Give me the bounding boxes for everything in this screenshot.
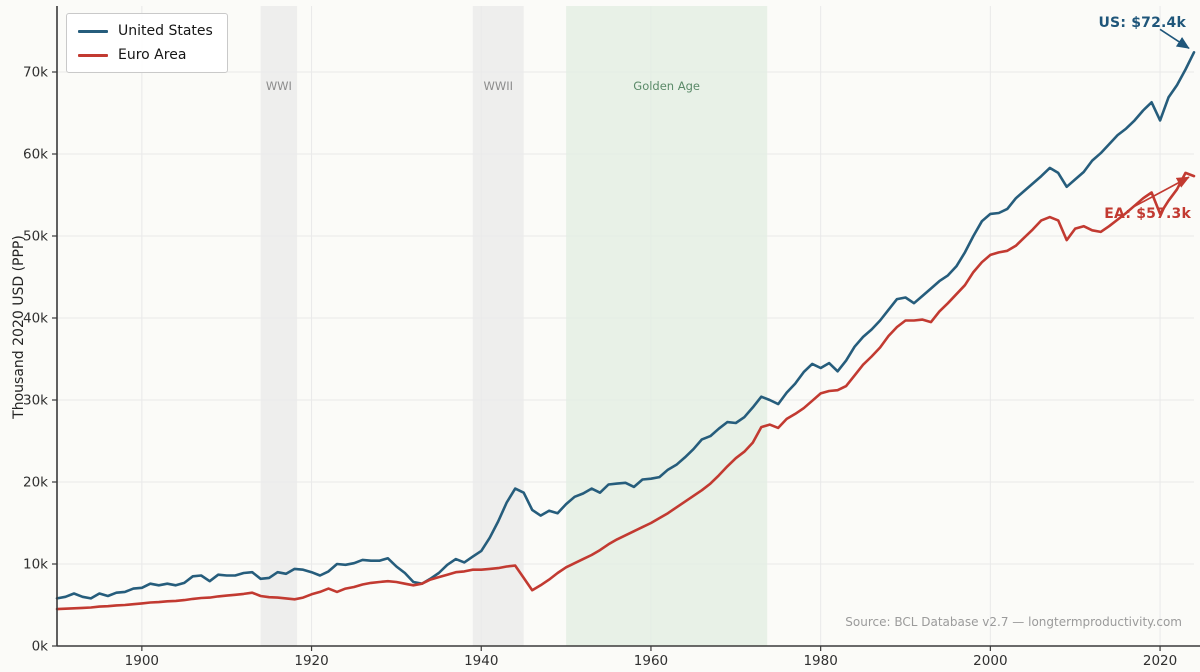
us-end-value-annotation: US: $72.4k (1098, 15, 1186, 31)
legend: United States Euro Area (66, 13, 228, 74)
x-tick-label: 1920 (294, 653, 328, 669)
golden-age-band (566, 6, 768, 646)
wwi-band (260, 6, 298, 646)
y-tick-label: 30k (23, 393, 48, 409)
y-tick-label: 40k (23, 311, 48, 327)
legend-label-united-states: United States (118, 23, 213, 39)
source-credit: Source: BCL Database v2.7 — longtermprod… (845, 615, 1182, 629)
y-tick-label: 70k (23, 65, 48, 81)
united-states-line (55, 51, 1196, 600)
x-tick-label: 1980 (803, 653, 837, 669)
y-tick-label: 10k (23, 557, 48, 573)
y-axis-title: Thousand 2020 USD (PPP) (11, 235, 27, 419)
y-tick-label: 60k (23, 147, 48, 163)
x-tick-label: 2020 (1143, 653, 1177, 669)
x-tick-label: 1900 (125, 653, 159, 669)
y-tick-label: 20k (23, 475, 48, 491)
wwii-band (472, 6, 524, 646)
legend-item-united-states[interactable]: United States (78, 23, 213, 39)
x-tick-label: 2000 (973, 653, 1007, 669)
us-line-swatch (78, 29, 108, 33)
annotation-arrow (1132, 176, 1190, 208)
legend-label-euro-area: Euro Area (118, 47, 187, 64)
golden-age-band-label: Golden Age (633, 79, 700, 93)
ea-line-swatch (78, 53, 108, 57)
legend-item-euro-area[interactable]: Euro Area (78, 47, 213, 63)
y-tick-label: 0k (32, 639, 49, 655)
ea-end-value-annotation: EA: $57.3k (1104, 206, 1191, 222)
wwii-band-label: WWII (483, 79, 513, 93)
y-tick-label: 50k (23, 229, 48, 245)
annotation-arrow (1159, 28, 1190, 49)
x-tick-label: 1960 (634, 653, 668, 669)
wwi-band-label: WWI (266, 79, 292, 93)
x-tick-label: 1940 (464, 653, 498, 669)
euro-area-line (55, 171, 1196, 611)
